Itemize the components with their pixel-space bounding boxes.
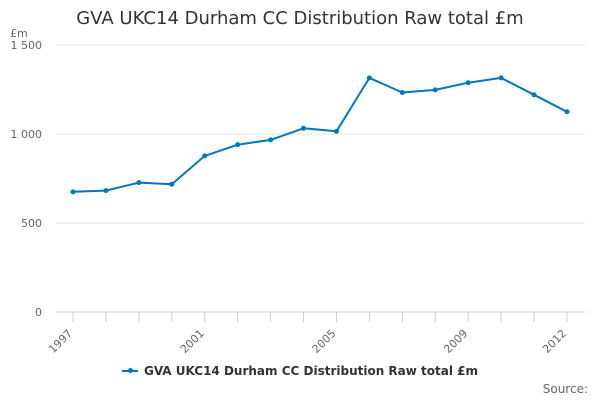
data-point [268, 137, 274, 143]
data-point [432, 87, 438, 93]
y-tick-label: 0 [35, 306, 42, 319]
series-line [72, 76, 568, 193]
x-tick-label: 2009 [441, 327, 470, 356]
data-point [399, 90, 405, 96]
y-tick-label: 1 500 [11, 39, 43, 52]
x-tick-label: 1997 [46, 327, 75, 356]
chart-title: GVA UKC14 Durham CC Distribution Raw tot… [76, 8, 524, 29]
data-point [366, 75, 372, 81]
data-point [531, 92, 537, 98]
y-axis-unit-label: £m [10, 27, 28, 40]
chart-legend[interactable]: GVA UKC14 Durham CC Distribution Raw tot… [0, 364, 600, 378]
legend-line-marker-icon [121, 368, 138, 373]
y-tick-label: 500 [21, 217, 42, 230]
data-point [103, 188, 109, 194]
y-tick-label: 1 000 [11, 128, 43, 141]
x-tick-label: 2012 [540, 327, 569, 356]
x-tick-label: 2001 [178, 327, 207, 356]
data-point [169, 181, 175, 187]
data-point [136, 180, 142, 186]
data-point [564, 109, 570, 115]
data-point [202, 153, 208, 159]
data-point [465, 80, 471, 86]
data-point [301, 125, 307, 131]
data-point [498, 75, 504, 81]
x-tick-label: 2005 [310, 327, 339, 356]
source-label: Source: [542, 382, 588, 396]
data-point [235, 142, 241, 148]
data-point [333, 128, 339, 134]
legend-label: GVA UKC14 Durham CC Distribution Raw tot… [143, 364, 478, 378]
data-point [70, 189, 76, 195]
